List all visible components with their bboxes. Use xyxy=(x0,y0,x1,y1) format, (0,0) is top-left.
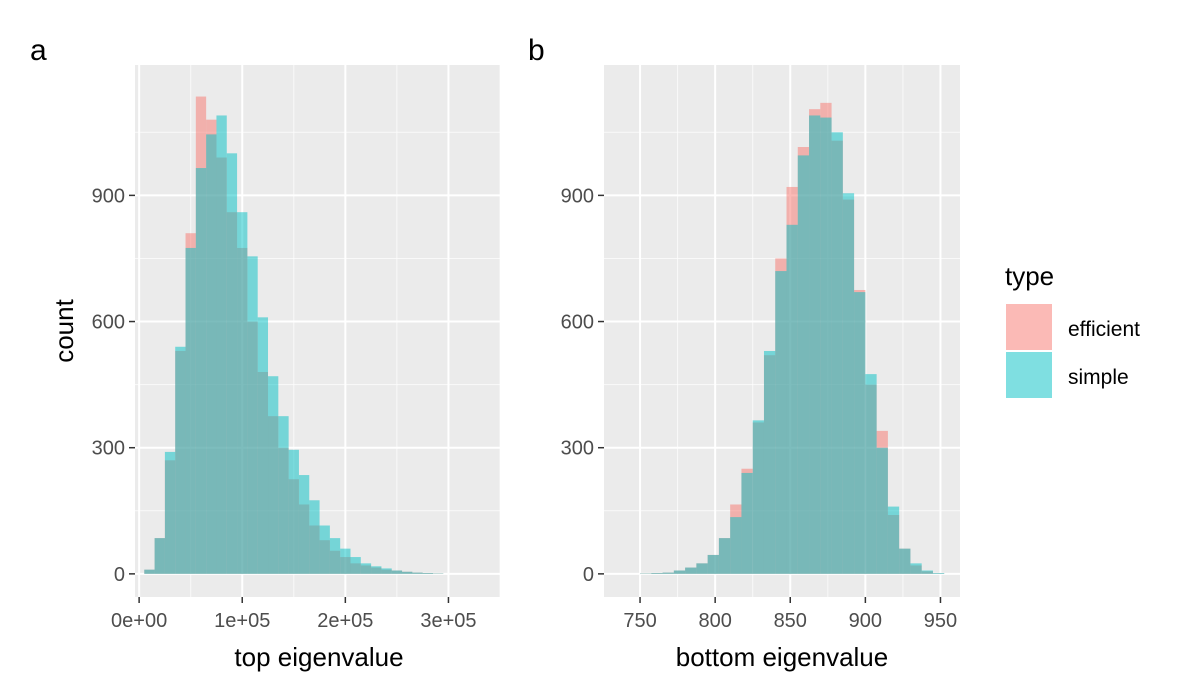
bar-simple xyxy=(206,134,217,574)
bar-simple xyxy=(910,563,922,574)
x-tick-label: 950 xyxy=(924,610,957,632)
bar-simple xyxy=(887,506,900,574)
bar-simple xyxy=(820,117,832,574)
bar-simple xyxy=(842,193,855,574)
bar-simple xyxy=(797,155,810,574)
bar-simple xyxy=(329,538,341,574)
legend-label-efficient: efficient xyxy=(1068,318,1140,341)
panel-a-ylabel: count xyxy=(49,298,79,362)
bar-simple xyxy=(340,548,351,574)
bar-simple xyxy=(371,566,382,574)
bar-simple xyxy=(673,570,686,574)
bar-simple xyxy=(319,525,330,574)
bar-simple xyxy=(685,567,697,574)
bar-simple xyxy=(164,451,176,574)
bar-simple xyxy=(662,572,674,574)
panel-b-bars-simple xyxy=(640,115,945,574)
bar-simple xyxy=(175,346,186,574)
panel-b-tag: b xyxy=(528,34,545,67)
bar-simple xyxy=(309,500,320,574)
y-tick-label: 600 xyxy=(92,312,125,334)
bar-simple xyxy=(422,573,433,574)
x-tick-label: 2e+05 xyxy=(317,610,373,632)
y-tick-label: 600 xyxy=(561,312,594,334)
panel-b-axes: 750 800 850 900 950 0 300 600 900 xyxy=(561,185,958,632)
panel-a-bars-simple xyxy=(144,115,444,574)
bar-simple xyxy=(185,247,196,574)
bar-simple xyxy=(752,420,764,574)
panel-a-axes: 0e+00 1e+05 2e+05 3e+05 0 300 600 900 xyxy=(92,185,477,632)
bar-simple xyxy=(831,132,843,574)
y-tick-label: 0 xyxy=(583,564,594,586)
x-tick-label: 0e+00 xyxy=(111,610,167,632)
bar-simple xyxy=(921,570,933,574)
bar-simple xyxy=(360,563,372,574)
x-tick-label: 3e+05 xyxy=(420,610,476,632)
bar-simple xyxy=(775,271,787,574)
y-tick-label: 900 xyxy=(92,185,125,207)
y-tick-label: 0 xyxy=(114,564,125,586)
bar-simple xyxy=(865,374,877,574)
x-tick-label: 1e+05 xyxy=(214,610,270,632)
panel-a-xlabel: top eigenvalue xyxy=(234,642,403,672)
bar-simple xyxy=(899,548,911,574)
bar-simple xyxy=(237,212,248,574)
bar-simple xyxy=(391,570,403,574)
bar-simple xyxy=(247,256,258,574)
panel-b-xlabel: bottom eigenvalue xyxy=(676,642,888,672)
bar-simple xyxy=(809,115,821,574)
x-tick-label: 900 xyxy=(849,610,882,632)
bar-simple xyxy=(195,168,207,574)
panel-b: 750 800 850 900 950 0 300 600 900 b bottom eigen… xyxy=(528,34,960,672)
bar-simple xyxy=(696,563,708,574)
bar-simple xyxy=(298,475,310,574)
bar-simple xyxy=(876,447,888,574)
bar-simple xyxy=(350,557,361,574)
y-tick-label: 900 xyxy=(561,185,594,207)
panel-a: 0e+00 1e+05 2e+05 3e+05 0 300 600 900 a top eig… xyxy=(30,34,501,672)
bar-simple xyxy=(226,153,238,574)
bar-simple xyxy=(763,350,776,574)
legend-label-simple: simple xyxy=(1068,366,1129,389)
legend: type efficient simple xyxy=(1005,261,1140,398)
bar-simple xyxy=(730,517,742,574)
bar-simple xyxy=(288,449,299,574)
bar-simple xyxy=(932,573,945,574)
bar-simple xyxy=(402,571,413,574)
y-tick-label: 300 xyxy=(92,438,125,460)
bar-simple xyxy=(854,292,866,574)
bar-simple xyxy=(786,224,798,574)
bar-simple xyxy=(268,376,279,574)
x-tick-label: 800 xyxy=(698,610,731,632)
bar-simple xyxy=(257,317,269,574)
bar-simple xyxy=(741,472,753,574)
y-tick-label: 300 xyxy=(561,438,594,460)
bar-simple xyxy=(278,416,289,574)
bar-simple xyxy=(216,115,227,574)
legend-key-simple xyxy=(1006,352,1052,398)
panel-a-tag: a xyxy=(30,34,47,67)
bar-simple xyxy=(707,554,719,574)
x-tick-label: 850 xyxy=(774,610,807,632)
bar-simple xyxy=(154,538,165,574)
legend-key-efficient xyxy=(1006,304,1052,350)
legend-title: type xyxy=(1005,261,1054,291)
bar-simple xyxy=(381,568,392,574)
bar-simple xyxy=(718,538,731,574)
x-tick-label: 750 xyxy=(623,610,656,632)
bar-simple xyxy=(412,572,423,574)
bar-simple xyxy=(144,569,155,574)
bar-simple xyxy=(651,573,663,574)
